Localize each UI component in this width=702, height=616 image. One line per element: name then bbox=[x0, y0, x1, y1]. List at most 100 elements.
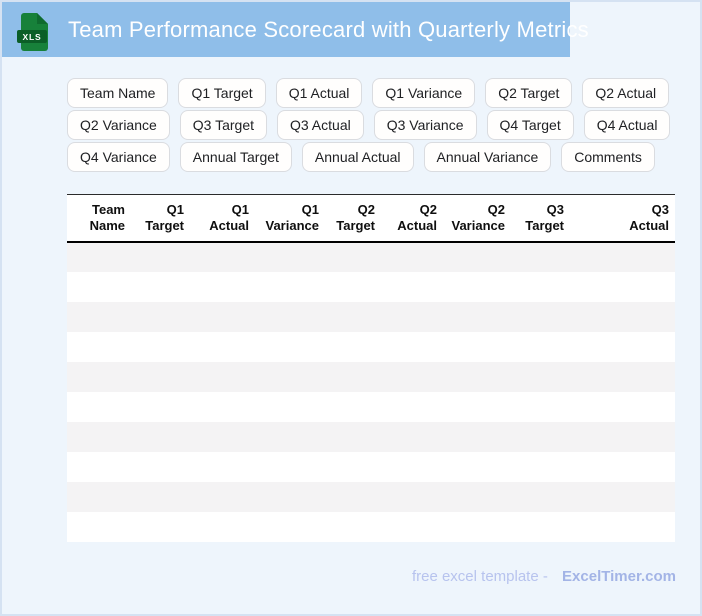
column-chip-list: Team Name Q1 Target Q1 Actual Q1 Variance Q2… bbox=[67, 78, 679, 172]
table-header-row: Team Name Q1 Target Q1 Actual Q1 Variance Q2… bbox=[67, 194, 675, 243]
scorecard-table: Team Name Q1 Target Q1 Actual Q1 Variance Q2… bbox=[67, 194, 675, 542]
table-cell bbox=[325, 302, 381, 332]
table-cell bbox=[381, 512, 443, 542]
table-cell bbox=[325, 362, 381, 392]
table-cell bbox=[381, 422, 443, 452]
table-cell bbox=[255, 242, 325, 272]
table-cell bbox=[255, 452, 325, 482]
table-cell bbox=[131, 302, 190, 332]
column-chip[interactable]: Q3 Actual bbox=[277, 110, 364, 140]
table-cell bbox=[67, 422, 131, 452]
table-cell bbox=[570, 452, 675, 482]
table-cell bbox=[511, 422, 570, 452]
column-chip[interactable]: Q4 Variance bbox=[67, 142, 170, 172]
table-cell bbox=[325, 512, 381, 542]
table-row bbox=[67, 242, 675, 272]
table-cell bbox=[67, 362, 131, 392]
table-cell bbox=[190, 392, 255, 422]
table-cell bbox=[570, 422, 675, 452]
table-cell bbox=[443, 272, 511, 302]
table-cell bbox=[255, 302, 325, 332]
table-cell bbox=[131, 452, 190, 482]
table-row bbox=[67, 452, 675, 482]
xls-file-icon: XLS bbox=[17, 13, 48, 51]
table-header-cell: Q2 Target bbox=[325, 194, 381, 243]
table-cell bbox=[381, 332, 443, 362]
table-row bbox=[67, 512, 675, 542]
table-cell bbox=[255, 362, 325, 392]
table-cell bbox=[511, 482, 570, 512]
xls-label: XLS bbox=[17, 30, 47, 43]
table-cell bbox=[511, 362, 570, 392]
table-cell bbox=[255, 392, 325, 422]
table-cell bbox=[190, 452, 255, 482]
table-cell bbox=[381, 452, 443, 482]
table-header-cell: Q2 Actual bbox=[381, 194, 443, 243]
column-chip[interactable]: Annual Target bbox=[179, 142, 292, 172]
table-cell bbox=[190, 302, 255, 332]
column-chip[interactable]: Annual Actual bbox=[301, 142, 414, 172]
table-cell bbox=[443, 452, 511, 482]
table-cell bbox=[67, 512, 131, 542]
column-chip[interactable]: Q1 Target bbox=[178, 78, 266, 108]
table-cell bbox=[131, 242, 190, 272]
table-cell bbox=[381, 392, 443, 422]
table-cell bbox=[190, 272, 255, 302]
table-cell bbox=[570, 332, 675, 362]
footer: free excel template - ExcelTimer.com bbox=[412, 567, 676, 587]
footer-text: free excel template - bbox=[411, 568, 548, 585]
table-cell bbox=[131, 482, 190, 512]
table-header-cell: Q3 Actual bbox=[570, 194, 675, 243]
column-chip[interactable]: Annual Variance bbox=[423, 142, 552, 172]
column-chip[interactable]: Q1 Actual bbox=[275, 78, 363, 108]
column-chip[interactable]: Q4 Actual bbox=[583, 110, 671, 140]
column-chip[interactable]: Q2 Target bbox=[485, 78, 573, 108]
table-cell bbox=[325, 242, 381, 272]
table-cell bbox=[570, 302, 675, 332]
table-cell bbox=[443, 392, 511, 422]
table-cell bbox=[67, 272, 131, 302]
table-cell bbox=[325, 332, 381, 362]
table-cell bbox=[570, 362, 675, 392]
column-chip[interactable]: Q3 Target bbox=[179, 110, 268, 140]
table-cell bbox=[511, 242, 570, 272]
table-cell bbox=[67, 242, 131, 272]
table-cell bbox=[190, 362, 255, 392]
table-cell bbox=[381, 302, 443, 332]
table-cell bbox=[67, 332, 131, 362]
column-chip[interactable]: Q2 Variance bbox=[67, 110, 170, 140]
table-row bbox=[67, 482, 675, 512]
table-cell bbox=[131, 362, 190, 392]
table-cell bbox=[443, 512, 511, 542]
column-chip[interactable]: Q3 Variance bbox=[373, 110, 477, 140]
table-cell bbox=[255, 512, 325, 542]
column-chip[interactable]: Q1 Variance bbox=[372, 78, 476, 108]
table-cell bbox=[131, 392, 190, 422]
table-cell bbox=[381, 482, 443, 512]
table-cell bbox=[443, 422, 511, 452]
column-chip[interactable]: Q2 Actual bbox=[582, 78, 670, 108]
table-cell bbox=[325, 422, 381, 452]
footer-brand-link[interactable]: ExcelTimer.com bbox=[562, 568, 676, 585]
table-cell bbox=[443, 242, 511, 272]
table-header-cell: Q3 Target bbox=[511, 194, 570, 243]
table-cell bbox=[325, 272, 381, 302]
column-chip[interactable]: Team Name bbox=[67, 78, 169, 108]
table-cell bbox=[511, 512, 570, 542]
column-chip[interactable]: Q4 Target bbox=[486, 110, 574, 140]
xls-fold-corner-icon bbox=[37, 13, 48, 24]
table-cell bbox=[190, 332, 255, 362]
page-title: Team Performance Scorecard with Quarterl… bbox=[68, 16, 589, 42]
column-chip[interactable]: Comments bbox=[561, 142, 655, 172]
table-header-cell: Q1 Variance bbox=[255, 194, 325, 243]
table-cell bbox=[381, 362, 443, 392]
scorecard-table-wrap: Team Name Q1 Target Q1 Actual Q1 Variance Q2… bbox=[67, 194, 675, 542]
table-cell bbox=[67, 482, 131, 512]
table-cell bbox=[511, 332, 570, 362]
header-banner: XLS Team Performance Scorecard with Quar… bbox=[2, 2, 589, 57]
table-cell bbox=[67, 452, 131, 482]
table-cell bbox=[67, 392, 131, 422]
table-cell bbox=[443, 482, 511, 512]
table-header-cell: Team Name bbox=[67, 194, 131, 243]
